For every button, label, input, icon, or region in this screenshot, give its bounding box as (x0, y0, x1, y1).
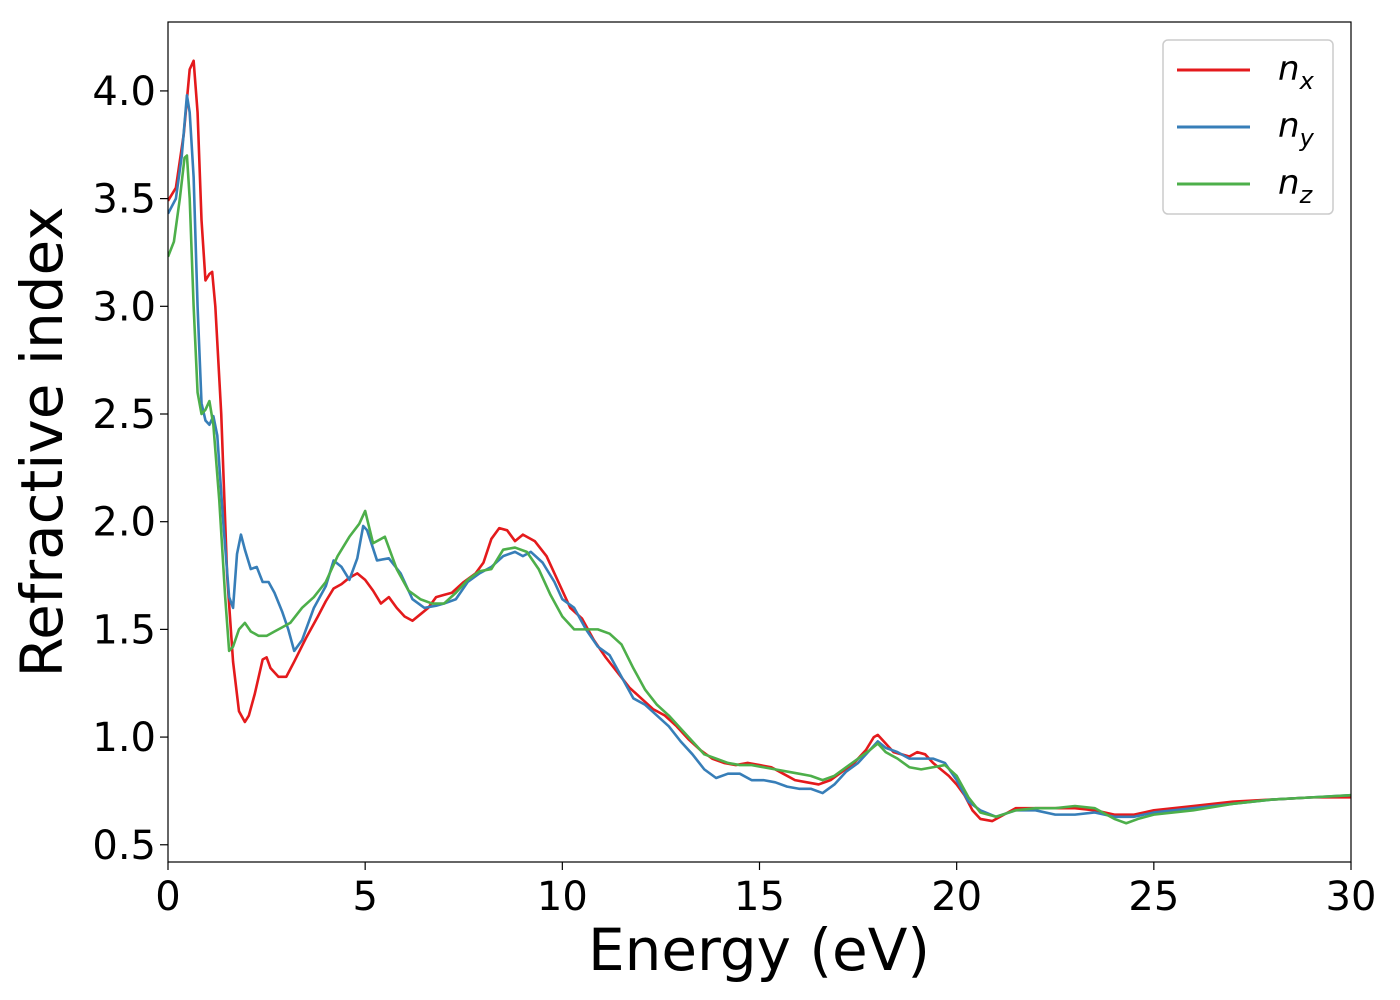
y-tick-label: 2.0 (92, 500, 156, 546)
x-tick-label: 15 (734, 874, 785, 920)
y-tick-label: 3.0 (92, 284, 156, 330)
y-tick-label: 2.5 (92, 392, 156, 438)
y-axis-ticks: 0.5 1.0 1.5 2.0 2.5 3.0 3.5 4.0 (92, 69, 168, 869)
series-line-nz (168, 154, 1351, 825)
y-tick-label: 0.5 (92, 823, 156, 869)
x-axis-ticks: 0 5 10 15 20 25 30 (155, 862, 1376, 920)
y-tick-label: 3.5 (92, 177, 156, 223)
x-tick-label: 10 (537, 874, 588, 920)
x-tick-label: 0 (155, 874, 180, 920)
x-tick-label: 20 (931, 874, 982, 920)
legend-label-nx: nx (1278, 49, 1315, 95)
x-axis-title: Energy (eV) (588, 916, 930, 984)
x-tick-label: 25 (1128, 874, 1179, 920)
y-tick-label: 1.0 (92, 715, 156, 761)
legend: nx ny nz (1162, 39, 1334, 215)
x-tick-label: 30 (1326, 874, 1377, 920)
y-tick-label: 1.5 (92, 607, 156, 653)
legend-label-ny: ny (1278, 106, 1315, 152)
legend-label-nz: nz (1278, 163, 1314, 209)
series-line-ny (168, 93, 1351, 819)
x-tick-label: 5 (352, 874, 377, 920)
series-layer (168, 59, 1351, 825)
y-axis-title: Refractive index (8, 206, 76, 677)
y-tick-label: 4.0 (92, 69, 156, 115)
